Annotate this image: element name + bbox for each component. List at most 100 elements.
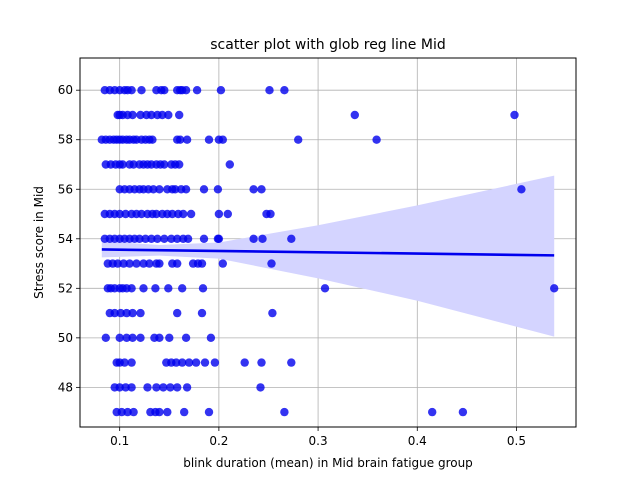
data-point [127, 383, 136, 392]
data-point [206, 333, 216, 342]
y-tick-label: 48 [58, 380, 73, 394]
data-point [155, 333, 164, 342]
y-tick-label: 58 [58, 133, 73, 147]
data-point [155, 407, 164, 417]
data-point [135, 234, 144, 243]
data-point [128, 308, 137, 318]
data-point [153, 234, 162, 243]
data-point [372, 135, 381, 144]
data-point [183, 234, 193, 243]
data-point [268, 308, 277, 318]
data-point [257, 185, 266, 194]
data-point [125, 259, 134, 268]
y-tick-label: 56 [58, 182, 73, 196]
chart-title: scatter plot with glob reg line Mid [210, 37, 445, 53]
plot-frame [79, 57, 577, 428]
data-point [141, 234, 150, 243]
data-point [199, 234, 209, 243]
data-point [119, 259, 128, 268]
data-point [127, 284, 136, 293]
data-point [172, 358, 181, 367]
data-point [266, 209, 275, 219]
data-point [287, 358, 296, 367]
data-point [175, 110, 184, 120]
data-point [197, 259, 207, 268]
regression-line [101, 248, 555, 257]
data-point [116, 308, 125, 318]
data-point [175, 160, 184, 169]
data-point [123, 407, 132, 417]
data-point [428, 407, 437, 417]
data-point [204, 135, 214, 144]
x-tick-label: 0.1 [110, 434, 129, 448]
x-tick-label: 0.2 [209, 434, 228, 448]
data-point [173, 259, 182, 268]
y-tick-label: 60 [58, 83, 73, 97]
data-point [167, 234, 176, 243]
data-point [159, 383, 168, 392]
data-point [214, 234, 224, 243]
data-point [121, 383, 130, 392]
data-point [143, 383, 152, 392]
data-point [147, 234, 156, 243]
data-point [173, 234, 182, 243]
data-point [181, 86, 191, 95]
points-layer [97, 86, 559, 417]
data-point [118, 160, 127, 169]
data-point [160, 86, 169, 95]
data-point [164, 284, 173, 293]
data-point [145, 259, 154, 268]
data-point [320, 284, 330, 293]
data-point [517, 185, 526, 194]
data-point [280, 86, 289, 95]
data-point [163, 407, 172, 417]
data-point [117, 407, 126, 417]
data-point [510, 110, 519, 120]
data-point [147, 110, 156, 120]
data-point [149, 185, 158, 194]
data-point [223, 209, 232, 219]
data-point [173, 383, 182, 392]
data-point [287, 234, 296, 243]
data-point [179, 209, 188, 219]
data-point [168, 209, 177, 219]
data-point [550, 284, 559, 293]
data-point [181, 333, 191, 342]
data-point [192, 86, 202, 95]
data-point [198, 284, 208, 293]
data-point [151, 284, 160, 293]
data-point [137, 86, 146, 95]
data-point [294, 135, 303, 144]
data-point [176, 135, 185, 144]
confidence-band-layer [101, 175, 555, 337]
data-point [171, 185, 180, 194]
data-point [160, 160, 169, 169]
data-point [186, 209, 196, 219]
data-point [249, 234, 258, 243]
confidence-band [101, 175, 555, 337]
data-point [218, 259, 227, 268]
data-point [129, 407, 138, 417]
data-point [128, 333, 137, 342]
data-point [204, 407, 214, 417]
data-point [158, 110, 167, 120]
data-point [115, 383, 124, 392]
data-point [178, 284, 187, 293]
data-point [155, 259, 164, 268]
data-point [214, 209, 224, 219]
data-point [166, 383, 175, 392]
axis-ticks: 0.1 0.2 0.3 0.4 0.5 48 50 52 54 56 58 60 [58, 83, 526, 448]
data-point [184, 358, 194, 367]
data-point [127, 86, 136, 95]
data-point [152, 383, 161, 392]
y-tick-label: 50 [58, 331, 73, 345]
data-point [127, 358, 136, 367]
data-point [191, 358, 201, 367]
data-point [137, 209, 146, 219]
y-tick-label: 52 [58, 281, 73, 295]
data-point [240, 358, 249, 367]
data-point [139, 284, 148, 293]
data-point [113, 259, 122, 268]
